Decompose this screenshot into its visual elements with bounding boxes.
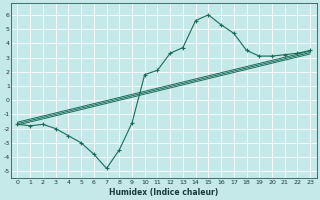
X-axis label: Humidex (Indice chaleur): Humidex (Indice chaleur) [109,188,219,197]
